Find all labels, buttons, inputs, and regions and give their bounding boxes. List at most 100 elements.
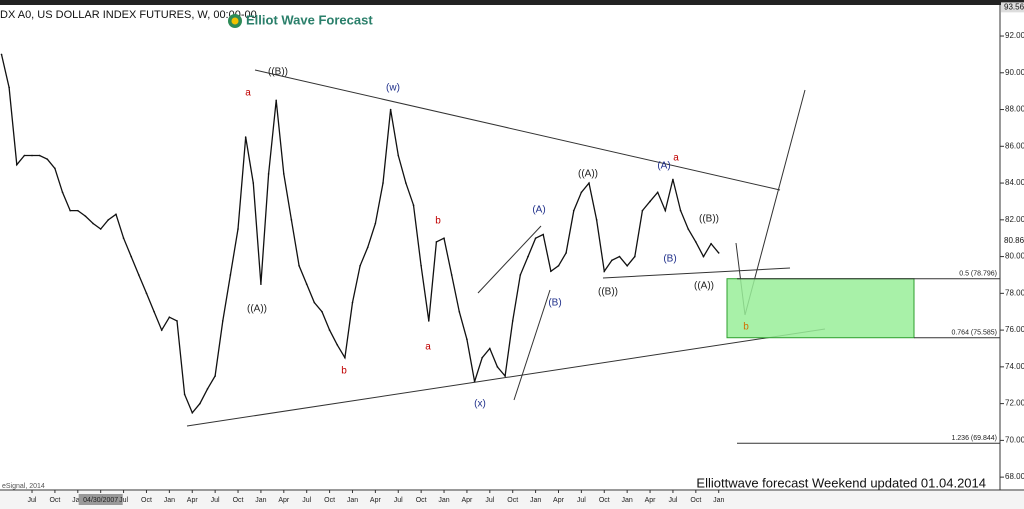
- price-point: [435, 241, 438, 243]
- wave-label: a: [673, 153, 679, 164]
- price-point: [229, 274, 232, 276]
- wave-label: ((A)): [578, 169, 598, 180]
- price-point: [244, 136, 247, 138]
- trendline: [477, 225, 542, 294]
- price-point: [183, 393, 186, 396]
- price-point: [275, 99, 277, 102]
- x-tick-label: Jul: [119, 497, 128, 504]
- price-point: [336, 344, 339, 346]
- target-zone: [726, 278, 915, 339]
- price-tag: [1001, 2, 1024, 13]
- price-point: [115, 213, 117, 216]
- price-point: [382, 182, 384, 184]
- price-point: [687, 228, 689, 230]
- x-tick-label: Jan: [255, 497, 266, 504]
- y-tick-label: 92.000: [1005, 31, 1024, 40]
- x-tick-label: Oct: [599, 497, 610, 504]
- x-tick-label: Jul: [577, 497, 586, 504]
- price-point: [359, 264, 361, 267]
- trendline: [513, 289, 551, 401]
- wave-label: b: [743, 322, 749, 333]
- y-tick-label: 86.000: [1005, 141, 1024, 150]
- wave-label: a: [245, 88, 251, 99]
- footer-note: Elliottwave forecast Weekend updated 01.…: [696, 475, 986, 490]
- price-point: [122, 237, 125, 239]
- price-point: [710, 242, 712, 245]
- x-tick-label: Jul: [28, 497, 37, 504]
- price-point: [328, 329, 331, 331]
- price-point: [305, 283, 308, 285]
- price-tag: [1001, 235, 1024, 246]
- price-point: [504, 375, 506, 377]
- price-point: [77, 209, 79, 212]
- price-point: [702, 255, 705, 258]
- y-tick-label: 78.000: [1005, 288, 1024, 297]
- y-tick-label: 80.000: [1005, 252, 1024, 261]
- price-point: [572, 209, 575, 212]
- wave-label: ((B)): [268, 67, 288, 78]
- price-point: [679, 209, 682, 212]
- price-point: [656, 191, 659, 194]
- price-point: [366, 246, 369, 249]
- price-point: [31, 154, 33, 157]
- price-point: [252, 182, 255, 184]
- price-point: [374, 222, 377, 225]
- price-point: [206, 388, 209, 390]
- price-point: [420, 264, 422, 267]
- x-tick-label: Jan: [164, 497, 175, 504]
- price-point: [168, 316, 171, 319]
- x-tick-label: Jul: [302, 497, 311, 504]
- wave-label: ((B)): [598, 287, 618, 298]
- price-point: [580, 191, 583, 194]
- price-point: [298, 264, 300, 267]
- price-point: [450, 274, 453, 276]
- price-point: [153, 310, 155, 313]
- fib-label: 1.236 (69.844): [951, 435, 997, 442]
- wave-label: (B): [663, 254, 676, 265]
- x-tick-label: Oct: [507, 497, 518, 504]
- wave-label: (B): [548, 298, 561, 309]
- price-point: [489, 347, 491, 350]
- wave-label: (A): [532, 205, 545, 216]
- price-point: [145, 292, 148, 295]
- price-point: [481, 356, 483, 359]
- x-tick-label: Jan: [347, 497, 358, 504]
- price-point: [717, 252, 720, 254]
- x-tick-label: Jul: [668, 497, 677, 504]
- price-point: [664, 209, 667, 212]
- price-point: [260, 283, 262, 285]
- price-point: [618, 255, 621, 258]
- trendlines: [186, 69, 826, 427]
- fib-label: 0.764 (75.585): [951, 330, 997, 337]
- price-point: [313, 301, 316, 304]
- price-point: [267, 173, 270, 175]
- x-tick-label: Oct: [324, 497, 335, 504]
- wave-label: b: [341, 366, 347, 377]
- price-point: [130, 255, 133, 258]
- price-point: [527, 255, 529, 258]
- y-tick-label: 88.000: [1005, 105, 1024, 114]
- trendline: [254, 69, 781, 191]
- price-point: [138, 274, 140, 276]
- price-point: [603, 270, 606, 273]
- price-point: [8, 86, 10, 89]
- x-tick-label: Jul: [211, 497, 220, 504]
- price-point: [649, 200, 651, 203]
- price-point: [611, 259, 613, 262]
- price-point: [221, 320, 224, 322]
- price-point: [61, 191, 64, 194]
- x-tick-label: Apr: [645, 497, 657, 504]
- price-point: [427, 320, 430, 322]
- x-tick-label: Jan: [72, 497, 83, 504]
- price-point: [321, 310, 323, 313]
- price-point: [641, 209, 644, 212]
- top-bar: [0, 0, 1024, 5]
- price-point: [84, 215, 87, 217]
- x-tick-label: Apr: [187, 497, 199, 504]
- price-point: [46, 158, 49, 160]
- price-point: [557, 264, 560, 267]
- x-tick-label: Jan: [438, 497, 449, 504]
- wave-label: a: [425, 342, 431, 353]
- price-point: [496, 366, 499, 368]
